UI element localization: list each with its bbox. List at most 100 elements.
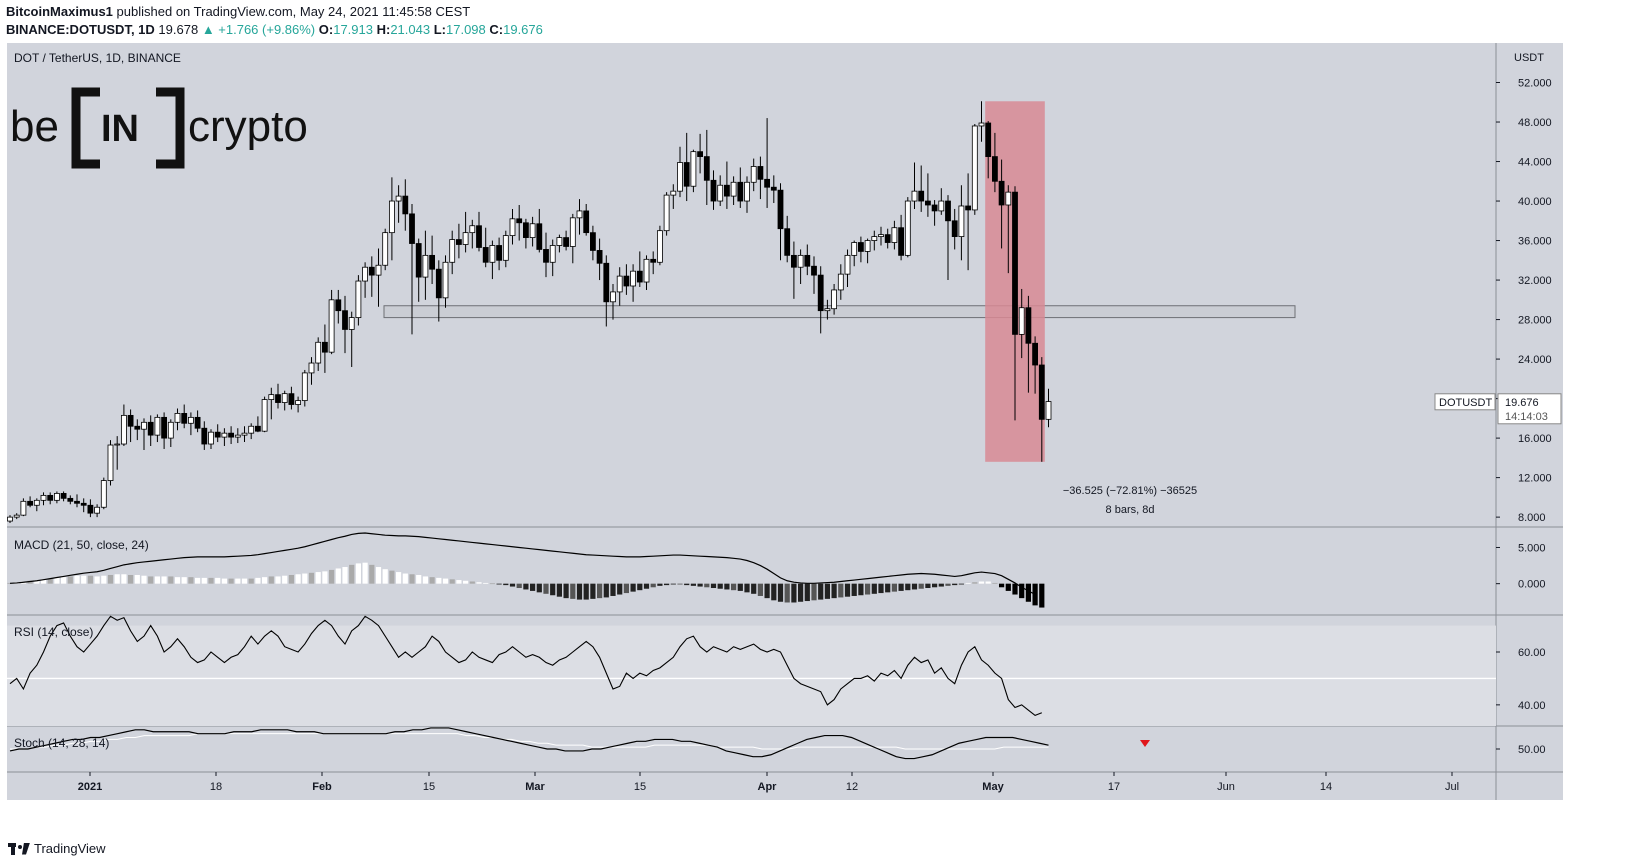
- candle: [636, 251, 643, 287]
- candle: [724, 161, 730, 209]
- macd-histogram-bar: [228, 578, 234, 584]
- candle-body: [690, 151, 697, 187]
- macd-histogram-bar: [777, 583, 784, 602]
- candle-body: [154, 416, 161, 436]
- macd-histogram-bar: [107, 574, 114, 584]
- macd-histogram-bar: [409, 574, 415, 584]
- candle: [60, 491, 67, 502]
- stoch-label: Stoch (14, 28, 14): [14, 736, 109, 750]
- measure-label-change: −36.525 (−72.81%) −36525: [1063, 485, 1197, 497]
- candle: [67, 495, 74, 505]
- candle: [7, 515, 13, 524]
- candle-body: [864, 240, 871, 252]
- candle: [422, 230, 429, 300]
- candle-body: [797, 254, 804, 268]
- candle: [261, 396, 268, 433]
- candle-body: [489, 245, 496, 263]
- macd-histogram-bar: [724, 583, 730, 590]
- candle: [690, 149, 697, 193]
- candle-body: [60, 493, 67, 499]
- candle: [429, 235, 436, 285]
- candle: [784, 215, 791, 263]
- x-tick-label: 15: [423, 781, 435, 793]
- candle: [208, 429, 214, 449]
- candle-body: [871, 236, 878, 241]
- macd-histogram-bar: [295, 574, 301, 584]
- watermark-in: IN: [101, 108, 139, 150]
- support-zone: [383, 305, 1296, 319]
- candle: [730, 176, 737, 205]
- author-name[interactable]: BitcoinMaximus1: [6, 4, 113, 19]
- candle-body: [978, 122, 985, 127]
- candle-body: [1005, 191, 1012, 206]
- candle-body: [603, 262, 610, 303]
- candle-body: [985, 122, 992, 157]
- candle: [938, 188, 945, 215]
- macd-histogram-bar: [114, 574, 120, 584]
- candle-body: [114, 443, 121, 446]
- macd-histogram-bar: [496, 583, 502, 585]
- macd-histogram-bar: [664, 583, 670, 586]
- candle: [992, 132, 998, 193]
- candle-body: [221, 432, 228, 438]
- candle-body: [703, 156, 710, 181]
- candle-body: [898, 227, 904, 256]
- candle-body: [677, 162, 683, 192]
- macd-histogram-bar: [597, 583, 603, 599]
- candle-body: [549, 245, 556, 263]
- candle: [777, 183, 784, 261]
- candle: [958, 185, 965, 261]
- footer-brand[interactable]: TradingView: [34, 841, 106, 856]
- candle-body: [757, 166, 764, 180]
- macd-histogram-bar: [1025, 583, 1031, 602]
- x-tick-label: Apr: [758, 781, 778, 793]
- publish-info: BitcoinMaximus1 published on TradingView…: [6, 4, 470, 19]
- open-label: O:: [318, 22, 334, 37]
- candle: [335, 289, 342, 324]
- macd-histogram-bar: [362, 562, 368, 584]
- candle: [442, 255, 449, 308]
- candle: [355, 275, 362, 326]
- macd-histogram-bar: [690, 583, 696, 586]
- candle-body: [770, 186, 777, 191]
- macd-histogram-bar: [911, 583, 918, 590]
- candle-body: [208, 431, 214, 445]
- x-tick-label: 17: [1108, 781, 1120, 793]
- candle: [201, 421, 208, 450]
- candle-body: [87, 504, 94, 514]
- macd-histogram-bar: [516, 583, 522, 589]
- macd-histogram-bar: [684, 583, 690, 586]
- candle: [804, 244, 811, 276]
- candle: [161, 412, 168, 449]
- candle: [87, 499, 94, 518]
- candle: [141, 418, 147, 450]
- candle-body: [657, 230, 663, 263]
- macd-histogram-bar: [865, 583, 871, 595]
- candle-body: [965, 205, 971, 211]
- macd-histogram-bar: [262, 577, 268, 584]
- last-price-label: 19.676: [1505, 397, 1539, 409]
- y-tick-label: 28.000: [1518, 315, 1552, 327]
- beincrypto-watermark: be IN crypto: [10, 82, 308, 174]
- macd-histogram-bar: [476, 582, 482, 584]
- close-label: C:: [489, 22, 504, 37]
- candle-body: [201, 427, 208, 445]
- macd-histogram-bar: [925, 583, 931, 589]
- candle-body: [1025, 307, 1032, 344]
- macd-histogram-bar: [771, 583, 777, 601]
- candle: [770, 175, 777, 204]
- rsi-line: [9, 615, 1043, 717]
- candle: [925, 173, 931, 217]
- candle-body: [295, 400, 302, 405]
- candle-body: [992, 156, 998, 182]
- low-value: 17.098: [446, 22, 486, 37]
- candle-body: [234, 434, 241, 438]
- candle-body: [663, 194, 670, 232]
- candle-body: [1032, 342, 1038, 366]
- watermark-crypto: crypto: [188, 102, 308, 151]
- candle-body: [784, 228, 791, 256]
- candle-body: [455, 239, 462, 245]
- candle: [904, 197, 911, 258]
- candle-body: [254, 425, 261, 432]
